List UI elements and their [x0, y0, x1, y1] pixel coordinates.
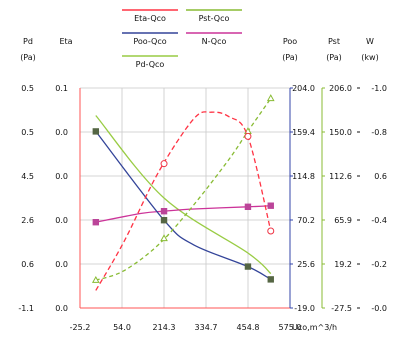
data-point-poo-qco	[160, 216, 168, 224]
tick-label-x: 334.7	[195, 323, 218, 332]
tick-label-pst: 112.6	[329, 172, 352, 181]
tick-labels: 0.5 0.5 4.5 2.6 0.6 -1.1 0.1 0.0 0.0 0.0 0.0 0.0 204…	[18, 84, 387, 332]
tick-label-poo: -19.0	[294, 304, 315, 313]
tick-label-pd: 0.5	[21, 128, 34, 137]
tick-label-pd: 0.6	[21, 260, 34, 269]
data-point-poo-qco	[244, 263, 252, 270]
data-point-eta-qco	[244, 132, 252, 140]
data-point-eta-qco	[267, 227, 275, 235]
tick-label-eta: 0.1	[55, 84, 68, 93]
data-point-n-qco	[160, 208, 168, 215]
axis-headers: Pd (Pa) Eta Poo (Pa) Pst (Pa) W (kw)	[20, 37, 379, 62]
tick-label-n: 0.6	[374, 172, 387, 181]
tick-label-eta: 0.0	[55, 172, 68, 181]
tick-label-eta: 0.0	[55, 260, 68, 269]
tick-label-x: 454.8	[237, 323, 260, 332]
axis-unit-n: (kw)	[361, 53, 378, 62]
data-point-n-qco	[244, 203, 252, 210]
legend-label: N-Qco	[202, 37, 227, 46]
legend-label: Poo-Qco	[133, 37, 166, 46]
tick-label-pst: 65.9	[334, 216, 352, 225]
tick-label-n: -0.2	[371, 260, 387, 269]
tick-label-x: 575.0	[279, 323, 302, 332]
tick-label-pst: 206.0	[329, 84, 352, 93]
tick-label-x: 54.0	[113, 323, 131, 332]
legend-label: Pd-Qco	[136, 60, 165, 69]
series-line-pd-qco	[95, 115, 272, 275]
data-point-pst-qco	[266, 94, 275, 102]
tick-label-eta: 0.0	[55, 304, 68, 313]
series-layer	[91, 94, 275, 291]
tick-label-pd: 2.6	[21, 216, 34, 225]
tick-label-pd: 0.5	[21, 84, 34, 93]
axis-label-poo: Poo	[283, 37, 297, 46]
axis-label-eta: Eta	[59, 37, 72, 46]
axis-unit-pd: (Pa)	[20, 53, 36, 62]
data-point-poo-qco	[267, 276, 274, 283]
tick-label-eta: 0.0	[55, 128, 68, 137]
legend: Eta-Qco Pst-Qco Poo-Qco N-Qco Pd-Qco	[122, 9, 242, 69]
tick-label-n: -0.8	[371, 128, 387, 137]
data-point-n-qco	[267, 202, 274, 209]
tick-label-poo: 159.4	[292, 128, 315, 137]
tick-label-n: -0.0	[371, 304, 387, 313]
tick-label-pst: -27.5	[331, 304, 352, 313]
tick-label-x: -25.2	[70, 323, 91, 332]
grid	[79, 87, 291, 309]
tick-label-pst: 19.2	[334, 260, 352, 269]
tick-label-eta: 0.0	[55, 216, 68, 225]
axis-label-pd: Pd	[23, 37, 33, 46]
data-point-n-qco	[92, 219, 100, 226]
tick-label-pst: 150.0	[329, 128, 352, 137]
tick-label-pd: 4.5	[21, 172, 34, 181]
tick-label-n: -1.0	[371, 84, 387, 93]
tick-label-poo: 114.8	[292, 172, 315, 181]
legend-label: Pst-Qco	[199, 14, 230, 23]
tick-label-poo: 204.0	[292, 84, 315, 93]
legend-label: Eta-Qco	[134, 14, 166, 23]
data-point-eta-qco	[160, 160, 168, 168]
axis-label-pst: Pst	[328, 37, 340, 46]
axis-unit-poo: (Pa)	[282, 53, 298, 62]
tick-label-x: 214.3	[153, 323, 176, 332]
tick-label-poo: 70.2	[297, 216, 315, 225]
tick-label-n: -0.4	[371, 216, 387, 225]
series-line-poo-qco	[95, 131, 272, 280]
axes	[79, 87, 360, 309]
data-point-pst-qco	[91, 275, 100, 283]
tick-label-poo: 25.6	[297, 260, 315, 269]
tick-label-pd: -1.1	[18, 304, 34, 313]
axis-label-n: W	[366, 37, 374, 46]
axis-label-x: Uco,m^3/h	[292, 323, 337, 332]
axis-unit-pst: (Pa)	[326, 53, 342, 62]
data-point-poo-qco	[92, 128, 100, 135]
data-point-pst-qco	[160, 234, 168, 242]
